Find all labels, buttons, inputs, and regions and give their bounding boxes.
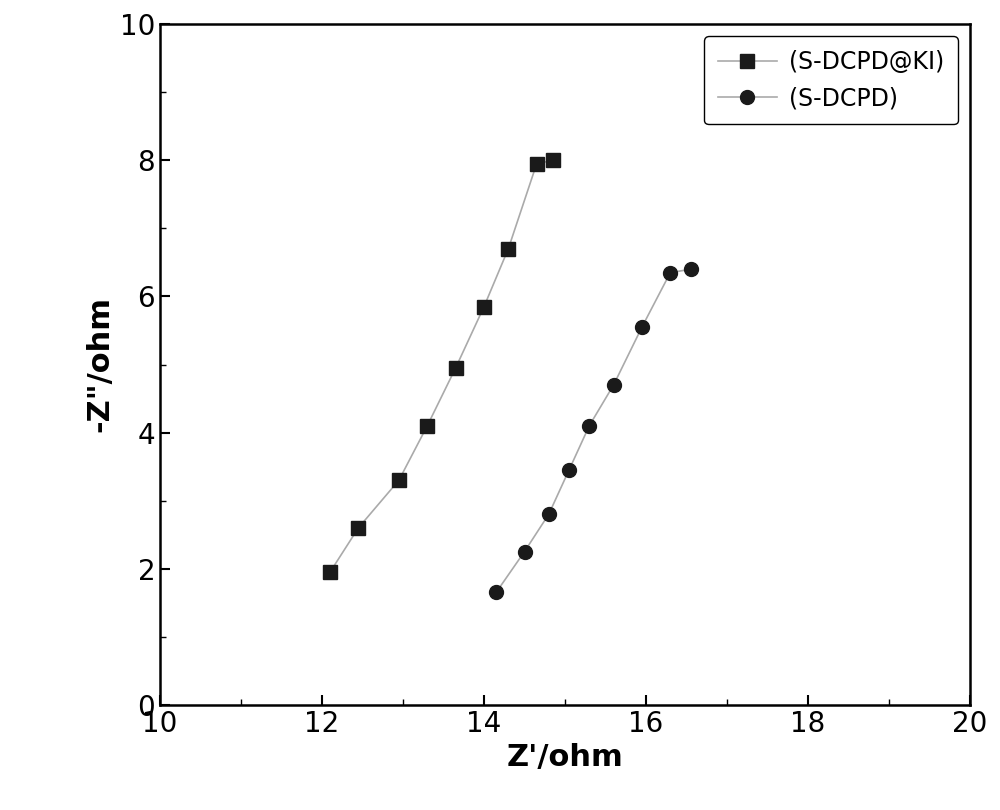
Legend: (S-DCPD@KI), (S-DCPD): (S-DCPD@KI), (S-DCPD) bbox=[704, 36, 958, 124]
X-axis label: Z'/ohm: Z'/ohm bbox=[507, 743, 623, 772]
(S-DCPD) bbox=[685, 264, 697, 274]
(S-DCPD) bbox=[518, 547, 530, 556]
(S-DCPD) bbox=[490, 587, 502, 597]
(S-DCPD@KI) bbox=[547, 156, 559, 165]
(S-DCPD) bbox=[563, 465, 575, 475]
(S-DCPD) bbox=[636, 322, 648, 332]
(S-DCPD) bbox=[543, 509, 555, 519]
(S-DCPD@KI) bbox=[324, 567, 336, 577]
(S-DCPD) bbox=[608, 380, 620, 390]
(S-DCPD@KI) bbox=[531, 159, 543, 168]
(S-DCPD) bbox=[583, 421, 595, 431]
(S-DCPD@KI) bbox=[478, 302, 490, 312]
(S-DCPD@KI) bbox=[393, 475, 405, 485]
Line: (S-DCPD): (S-DCPD) bbox=[489, 262, 697, 599]
(S-DCPD) bbox=[664, 268, 676, 278]
(S-DCPD@KI) bbox=[421, 421, 433, 431]
Y-axis label: -Z"/ohm: -Z"/ohm bbox=[85, 296, 114, 433]
Line: (S-DCPD@KI): (S-DCPD@KI) bbox=[323, 153, 560, 579]
(S-DCPD@KI) bbox=[352, 523, 364, 533]
(S-DCPD@KI) bbox=[450, 363, 462, 373]
(S-DCPD@KI) bbox=[502, 244, 514, 254]
